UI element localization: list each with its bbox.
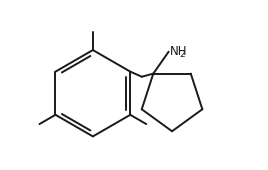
- Text: 2: 2: [180, 50, 185, 59]
- Text: NH: NH: [170, 45, 187, 58]
